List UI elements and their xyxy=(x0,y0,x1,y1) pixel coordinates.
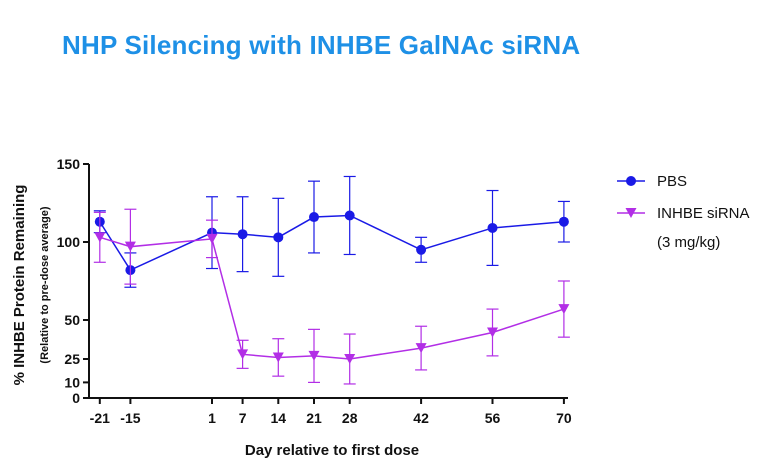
x-axis-label: Day relative to first dose xyxy=(245,442,419,459)
x-tick-label: 1 xyxy=(208,410,216,426)
legend-pbs-label: PBS xyxy=(657,173,687,190)
data-point xyxy=(124,241,136,252)
legend-sirna-label: INHBE siRNA xyxy=(657,205,750,222)
series-layer xyxy=(93,175,570,385)
y-tick-label: 50 xyxy=(64,312,80,328)
series-line xyxy=(99,214,564,272)
legend-pbs-marker xyxy=(626,176,636,186)
x-tick-label: -15 xyxy=(120,410,140,426)
x-tick-label: 21 xyxy=(306,410,322,426)
data-point xyxy=(344,210,355,221)
legend-sirna-dose: (3 mg/kg) xyxy=(657,234,720,251)
series-line xyxy=(99,236,565,360)
data-point xyxy=(206,233,218,244)
x-tick-label: -21 xyxy=(90,410,110,426)
series-sirna xyxy=(93,208,570,385)
legend: PBS INHBE siRNA (3 mg/kg) xyxy=(617,173,750,251)
x-tick-label: 56 xyxy=(485,410,501,426)
data-point xyxy=(237,229,248,240)
y-axis-sublabel: (Relative to pre-dose average) xyxy=(39,206,51,363)
data-point xyxy=(415,343,427,354)
data-point xyxy=(272,352,284,363)
data-point xyxy=(94,232,106,243)
data-point xyxy=(558,304,570,315)
page-title: NHP Silencing with INHBE GalNAc siRNA xyxy=(62,30,581,60)
axes: 010 25 50 100 150 -21 -15 1 7 14 21 28 42 56 70 xyxy=(57,156,572,426)
data-point xyxy=(309,212,319,223)
y-axis-label: % INHBE Protein Remaining xyxy=(11,185,28,386)
data-point xyxy=(487,327,498,338)
series-pbs xyxy=(93,175,570,288)
x-tick-label: 42 xyxy=(413,410,429,426)
data-point xyxy=(308,350,320,361)
x-tick-label: 7 xyxy=(239,410,247,426)
y-tick-label: 10 xyxy=(64,374,80,390)
data-point xyxy=(416,244,427,255)
x-tick-label: 70 xyxy=(556,410,572,426)
x-tick-label: 28 xyxy=(342,410,358,426)
data-point xyxy=(273,232,284,243)
data-point xyxy=(558,216,569,227)
y-tick-label: 25 xyxy=(64,351,80,367)
y-tick-label: 100 xyxy=(57,234,81,250)
y-tick-label: 0 xyxy=(72,390,80,406)
legend-sirna-marker xyxy=(625,208,637,218)
data-point xyxy=(237,349,249,360)
x-tick-label: 14 xyxy=(271,410,287,426)
y-tick-label: 150 xyxy=(57,156,81,172)
data-point xyxy=(344,354,356,364)
data-point xyxy=(487,222,498,233)
